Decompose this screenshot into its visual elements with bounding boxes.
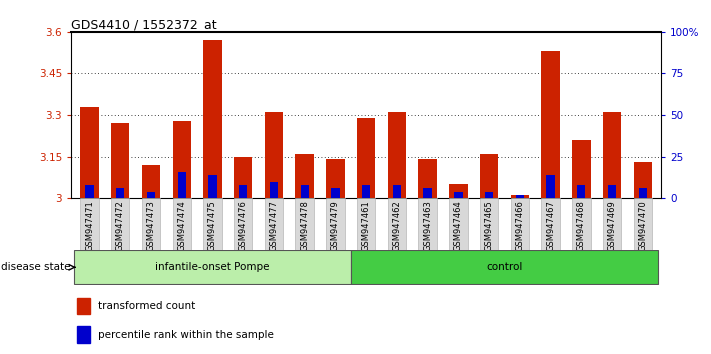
Bar (449, 184, 468, 198)
Bar (510, 198, 529, 250)
Bar (173, 121, 191, 198)
Bar (357, 198, 375, 250)
Text: GSM947473: GSM947473 (146, 200, 156, 251)
Text: GSM947475: GSM947475 (208, 200, 217, 251)
Bar (418, 198, 437, 250)
Bar (480, 198, 498, 250)
Bar (387, 112, 406, 198)
Bar (116, 188, 124, 198)
Bar (141, 165, 160, 198)
Bar (234, 157, 252, 198)
Bar (234, 198, 252, 250)
Bar (541, 198, 560, 250)
Bar (603, 198, 621, 250)
Bar (387, 198, 406, 250)
Bar (638, 188, 647, 198)
Bar (357, 118, 375, 198)
Text: GSM947466: GSM947466 (515, 200, 524, 251)
Text: GSM947472: GSM947472 (116, 200, 124, 251)
Bar (418, 159, 437, 198)
Text: control: control (486, 262, 523, 272)
Bar (572, 198, 591, 250)
Bar (269, 182, 278, 198)
Bar (85, 185, 94, 198)
Bar (608, 185, 616, 198)
Text: GSM947469: GSM947469 (608, 200, 616, 251)
Bar (326, 159, 345, 198)
Bar (515, 195, 524, 198)
Bar (351, 250, 658, 284)
Bar (541, 51, 560, 198)
Bar (178, 172, 186, 198)
Bar (547, 175, 555, 198)
Bar (331, 188, 340, 198)
Text: GSM947464: GSM947464 (454, 200, 463, 251)
Text: GDS4410 / 1552372_at: GDS4410 / 1552372_at (71, 18, 217, 31)
Text: disease state: disease state (1, 262, 71, 272)
Text: infantile-onset Pompe: infantile-onset Pompe (155, 262, 269, 272)
Bar (424, 188, 432, 198)
Bar (173, 198, 191, 250)
Bar (80, 107, 99, 198)
Bar (239, 185, 247, 198)
Text: GSM947478: GSM947478 (300, 200, 309, 251)
Text: transformed count: transformed count (97, 301, 195, 311)
Bar (208, 175, 217, 198)
Bar (480, 154, 498, 198)
Bar (147, 192, 155, 198)
Text: GSM947463: GSM947463 (423, 200, 432, 251)
Bar (454, 192, 463, 198)
Bar (392, 185, 401, 198)
Bar (577, 185, 585, 198)
Bar (141, 198, 160, 250)
Text: GSM947461: GSM947461 (362, 200, 370, 251)
Bar (603, 112, 621, 198)
Bar (362, 185, 370, 198)
Bar (264, 112, 283, 198)
Bar (77, 297, 90, 314)
Bar (485, 192, 493, 198)
Bar (264, 198, 283, 250)
Bar (510, 195, 529, 198)
Text: GSM947470: GSM947470 (638, 200, 647, 251)
Bar (634, 198, 652, 250)
Bar (111, 124, 129, 198)
Bar (301, 185, 309, 198)
Bar (203, 40, 222, 198)
Text: GSM947462: GSM947462 (392, 200, 402, 251)
Bar (326, 198, 345, 250)
Bar (203, 198, 222, 250)
Text: GSM947468: GSM947468 (577, 200, 586, 251)
Bar (634, 162, 652, 198)
Text: GSM947479: GSM947479 (331, 200, 340, 251)
Text: GSM947476: GSM947476 (239, 200, 247, 251)
Bar (111, 198, 129, 250)
Text: GSM947471: GSM947471 (85, 200, 94, 251)
Bar (572, 140, 591, 198)
Bar (77, 326, 90, 343)
Bar (296, 198, 314, 250)
Text: GSM947465: GSM947465 (485, 200, 493, 251)
Text: GSM947474: GSM947474 (177, 200, 186, 251)
Bar (449, 198, 468, 250)
Bar (296, 154, 314, 198)
Text: GSM947477: GSM947477 (269, 200, 279, 251)
Text: GSM947467: GSM947467 (546, 200, 555, 251)
Bar (80, 198, 99, 250)
Bar (74, 250, 351, 284)
Text: percentile rank within the sample: percentile rank within the sample (97, 330, 274, 340)
